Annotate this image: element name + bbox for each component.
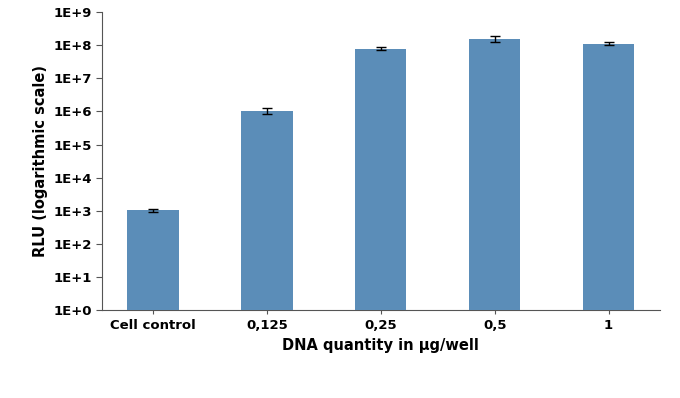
Bar	[583, 44, 634, 398]
Bar	[355, 49, 407, 398]
Bar	[469, 39, 520, 398]
Bar	[241, 111, 292, 398]
Bar	[127, 210, 179, 398]
Y-axis label: RLU (logarithmic scale): RLU (logarithmic scale)	[33, 65, 48, 257]
X-axis label: DNA quantity in µg/well: DNA quantity in µg/well	[282, 338, 479, 353]
